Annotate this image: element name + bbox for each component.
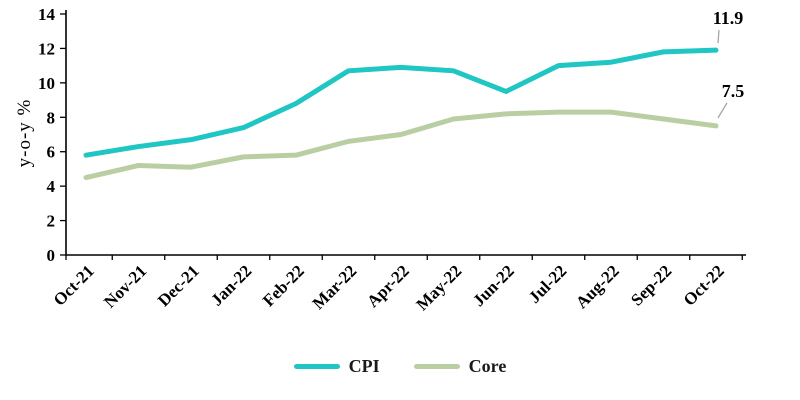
x-tick-label: May-22 <box>412 261 465 314</box>
cpi-label-leader <box>717 29 720 44</box>
x-tick-label: Feb-22 <box>259 261 308 310</box>
legend: CPI Core <box>0 356 800 377</box>
core-label-leader <box>717 102 728 119</box>
y-tick-label: 10 <box>38 74 55 93</box>
legend-item-cpi: CPI <box>293 356 380 377</box>
x-tick-label: Jul-22 <box>525 261 570 306</box>
y-tick-label: 12 <box>38 39 55 58</box>
y-tick-label: 8 <box>47 108 56 127</box>
y-tick-label: 4 <box>47 177 56 196</box>
x-tick-label: Nov-21 <box>100 261 150 311</box>
y-tick-label: 2 <box>47 212 56 231</box>
x-tick-label: Dec-21 <box>154 261 203 310</box>
core-line <box>83 109 719 181</box>
y-tick-label: 6 <box>47 143 56 162</box>
core-end-label: 7.5 <box>722 81 745 101</box>
y-tick-label: 0 <box>47 246 56 265</box>
cpi-line <box>83 47 719 158</box>
legend-swatch-cpi <box>293 364 340 369</box>
x-tick-label: Mar-22 <box>309 261 361 313</box>
legend-swatch-core <box>413 364 460 369</box>
inflation-line-chart: 0 2 4 6 8 10 12 14 Oct-21 Nov-21 Dec-21 Jan-22 Feb-2… <box>38 5 746 314</box>
x-tick-label: Oct-21 <box>50 261 98 309</box>
y-axis-title: y-o-y % <box>14 98 35 168</box>
x-tick-label: Jun-22 <box>469 261 518 310</box>
legend-label-core: Core <box>468 356 507 376</box>
x-tick-label: Aug-22 <box>572 261 623 312</box>
x-tick-label: Apr-22 <box>363 261 413 311</box>
y-tick-label: 14 <box>38 5 56 24</box>
x-tick-label: Oct-22 <box>680 261 728 309</box>
x-tick-label: Sep-22 <box>627 261 675 309</box>
legend-label-cpi: CPI <box>348 356 380 376</box>
cpi-end-label: 11.9 <box>713 8 744 28</box>
x-tick-label: Jan-22 <box>207 261 255 309</box>
legend-item-core: Core <box>413 356 507 377</box>
